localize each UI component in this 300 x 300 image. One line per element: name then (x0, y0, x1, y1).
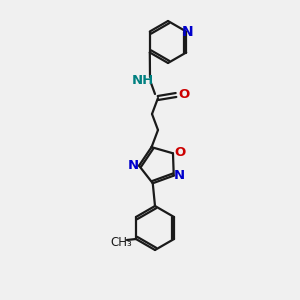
Text: O: O (178, 88, 190, 101)
Text: N: N (174, 169, 185, 182)
Text: CH₃: CH₃ (110, 236, 132, 248)
Text: O: O (174, 146, 186, 159)
Text: NH: NH (132, 74, 154, 86)
Text: N: N (128, 159, 139, 172)
Text: N: N (182, 25, 193, 38)
